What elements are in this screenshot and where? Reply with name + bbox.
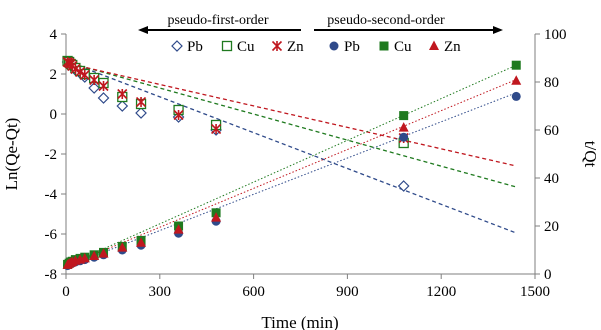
data-point-zn-second-order [79,252,90,263]
data-point-zn-second-order [173,224,184,234]
data-point-cu-second-order [399,111,409,121]
right-y-tick-label: 100 [544,27,567,43]
x-axis-label: Time (min) [261,313,338,330]
left-y-tick-label: -4 [45,187,58,203]
right-y-axis-ticks: 0 20 40 60 80 100 [535,27,567,283]
legend-marker-pb [171,40,183,52]
data-point-zn-first-order [135,96,147,108]
legend-marker-pb [329,41,339,51]
legend-group-title-first-order: pseudo-first-order [167,13,268,28]
data-point-zn-first-order [98,80,109,92]
x-tick-label: 1500 [520,284,550,300]
left-y-axis-ticks: -8 -6 -4 -2 0 2 4 [45,27,66,283]
data-point-zn-first-order [89,74,100,86]
legend-marker-zn [429,40,439,50]
x-tick-label: 600 [242,284,265,300]
data-point-zn-second-order [211,212,222,222]
legend-group-first-order: pseudo-first-order Pb Cu Zn [138,13,304,55]
series-pb-first-order [61,56,410,192]
legend-arrowhead-right [493,26,503,34]
trendline-zn-first-order [65,62,517,167]
series-zn-second-order [62,75,522,269]
data-point-zn-first-order [117,88,128,100]
data-point-pb-second-order [511,91,521,101]
legend-label-pb: Pb [344,39,360,55]
data-point-zn-second-order [511,75,522,85]
trendline-cu-second-order [65,64,517,267]
x-tick-label: 0 [62,284,70,300]
legend-arrowhead-left [138,26,148,34]
right-y-tick-label: 20 [544,219,559,235]
right-y-tick-label: 80 [544,75,559,91]
legend-second-order-entries: Pb Cu Zn [329,39,461,55]
x-axis-ticks: 0 300 600 900 1200 1500 [62,274,550,300]
data-point-pb-first-order [397,180,410,192]
series-cu-second-order [63,60,521,269]
data-point-zn-second-order [136,237,147,247]
legend-label-pb: Pb [187,39,203,55]
left-y-tick-label: 0 [50,107,58,123]
legend-label-cu: Cu [237,39,255,55]
x-tick-label: 900 [336,284,359,300]
legend-marker-cu [379,41,389,51]
legend-label-zn: Zn [287,39,304,55]
right-y-tick-label: 60 [544,123,559,139]
legend-marker-cu [221,40,233,52]
series-zn-first-order [62,56,409,144]
x-tick-label: 1200 [426,284,456,300]
data-point-zn-first-order [75,66,86,78]
data-point-pb-first-order [116,100,129,112]
data-point-pb-first-order [88,82,100,94]
trendlines [65,60,517,268]
series-cu-first-order [62,55,409,149]
data-point-zn-second-order [398,122,409,132]
trendline-pb-first-order [65,60,517,234]
data-point-zn-first-order [79,69,90,81]
x-tick-label: 300 [149,284,172,300]
right-y-tick-label: 0 [544,267,552,283]
data-point-pb-first-order [135,107,147,119]
data-markers [61,55,522,271]
series-pb-second-order [63,91,521,271]
data-point-zn-second-order [98,248,109,258]
legend-group-second-order: pseudo-second-order Pb Cu Zn [314,13,503,55]
legend-group-title-second-order: pseudo-second-order [327,13,445,28]
legend-label-zn: Zn [444,39,461,55]
left-y-tick-label: -8 [45,267,58,283]
legend-first-order-entries: Pb Cu Zn [171,39,304,55]
data-point-cu-second-order [511,60,521,70]
data-point-zn-first-order [211,123,222,135]
right-y-axis-label: t/Qt [581,141,600,168]
left-y-tick-label: 2 [50,67,58,83]
legend: pseudo-first-order Pb Cu Zn pseudo-second-… [138,13,503,55]
left-y-tick-label: -6 [45,227,58,243]
right-y-tick-label: 40 [544,171,559,187]
data-point-pb-first-order [97,92,110,104]
left-y-axis-label: Ln(Qe-Qt) [2,118,21,191]
data-point-zn-first-order [70,63,81,75]
legend-marker-zn [271,40,283,52]
data-point-pb-second-order [399,132,409,142]
trendline-pb-second-order [65,92,517,268]
data-point-zn-first-order [173,109,184,121]
data-point-zn-second-order [117,242,128,252]
trendline-zn-second-order [65,79,517,267]
left-y-tick-label: -2 [45,147,58,163]
data-point-zn-second-order [89,250,100,260]
trendline-cu-first-order [65,61,517,188]
legend-label-cu: Cu [394,39,412,55]
left-y-tick-label: 4 [50,27,58,43]
